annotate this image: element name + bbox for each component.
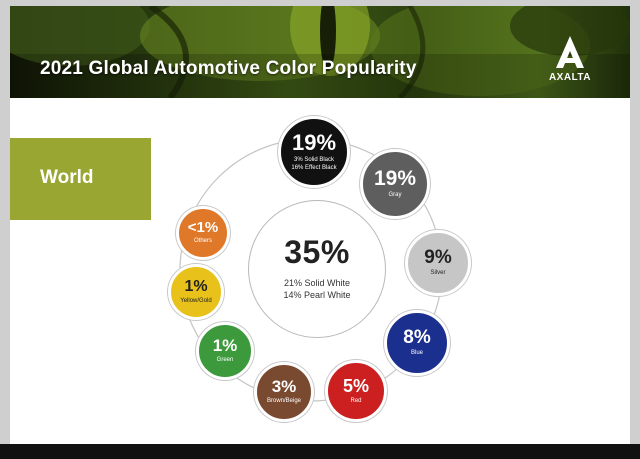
- slice-label: 3%: [271, 377, 297, 397]
- slice-silver: 9% Silver: [405, 230, 471, 296]
- slice-label: 5%: [342, 375, 369, 396]
- slice-detail: Silver: [430, 270, 446, 277]
- center-white-share: 35% 21% Solid White 14% Pearl White: [248, 200, 386, 338]
- region-box: World: [10, 138, 151, 220]
- slice-label: 19%: [291, 129, 337, 155]
- slice-detail: Yellow/Gold: [180, 297, 212, 304]
- slice-black: 19% 3% Solid Black 16% Effect Black: [278, 116, 350, 188]
- slice-detail: Red: [350, 397, 362, 404]
- slice-label: 1%: [184, 277, 208, 295]
- slice-green: 1% Green: [196, 322, 254, 380]
- slice-blue: 8% Blue: [384, 310, 450, 376]
- slice-detail: Brown/Beige: [266, 398, 302, 405]
- slice-detail: Gray: [388, 192, 402, 199]
- slice-others: <1% Others: [176, 206, 230, 260]
- slide: 2021 Global Automotive Color Popularity …: [10, 6, 630, 444]
- brand-name: AXALTA: [548, 72, 592, 83]
- slice-label: 9%: [424, 247, 452, 269]
- slice-detail: Green: [216, 357, 234, 364]
- slice-label: <1%: [187, 219, 219, 237]
- slice-red: 5% Red: [325, 360, 387, 422]
- slice-detail: Others: [193, 238, 212, 245]
- slide-title: 2021 Global Automotive Color Popularity: [40, 58, 417, 79]
- slice-gray: 19% Gray: [360, 149, 430, 219]
- slice-label: 8%: [403, 327, 431, 349]
- axalta-logo: AXALTA: [540, 32, 600, 88]
- center-detail-line-1: 21% Solid White: [283, 278, 351, 289]
- slice-detail: Blue: [410, 350, 423, 357]
- center-percent: 35%: [284, 234, 350, 271]
- region-label: World: [40, 167, 94, 188]
- slice-detail: 16% Effect Black: [291, 164, 337, 171]
- slice-yellow-gold: 1% Yellow/Gold: [168, 264, 224, 320]
- header-banner: 2021 Global Automotive Color Popularity …: [10, 6, 630, 98]
- center-detail-line-2: 14% Pearl White: [283, 290, 351, 300]
- viewer-bottom-bar: [0, 444, 640, 459]
- slice-brown-beige: 3% Brown/Beige: [254, 362, 314, 422]
- banner-background-image: [10, 6, 630, 98]
- axalta-logo-icon: [556, 36, 584, 68]
- slice-label: 19%: [373, 167, 417, 191]
- slice-detail: 3% Solid Black: [293, 156, 335, 163]
- slice-label: 1%: [212, 336, 238, 356]
